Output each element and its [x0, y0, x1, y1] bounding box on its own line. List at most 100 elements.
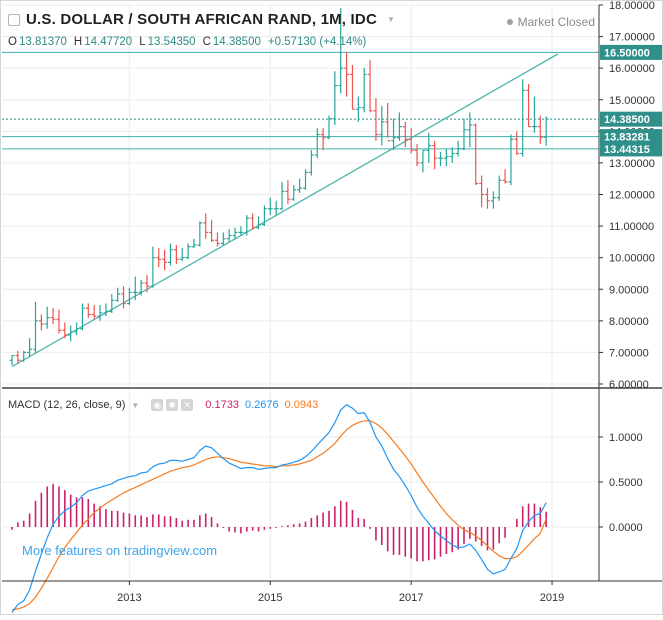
- ohlc-bar-2017-03: [421, 150, 426, 172]
- ohlc-bar-2018-10: [532, 97, 537, 133]
- price-tick-6.00000: 6.00000: [609, 379, 649, 391]
- svg-text:16.50000: 16.50000: [604, 47, 650, 59]
- svg-text:13.44315: 13.44315: [604, 144, 650, 156]
- eye-icon[interactable]: ◉: [151, 399, 163, 411]
- price-tick-16.00000: 16.00000: [609, 63, 655, 75]
- price-tick-7.00000: 7.00000: [609, 347, 649, 359]
- time-tick-2015: 2015: [258, 592, 282, 604]
- ohlc-bar-2015-02: [274, 201, 279, 215]
- price-tick-10.00000: 10.00000: [609, 253, 655, 265]
- ohlc-bar-2011-11: [45, 307, 50, 329]
- open-label: O: [8, 36, 17, 48]
- close-label: C: [203, 36, 211, 48]
- ohlc-bar-2014-06: [227, 229, 232, 242]
- ohlc-bar-2015-12: [332, 71, 337, 125]
- status-dot-icon: [507, 19, 513, 25]
- ohlc-bar-2015-03: [280, 182, 285, 210]
- tradingview-watermark[interactable]: More features on tradingview.com: [22, 543, 217, 558]
- gear-icon[interactable]: ✱: [166, 399, 178, 411]
- ohlc-bar-2017-12: [473, 123, 478, 185]
- macd-legend: MACD (12, 26, close, 9) ▼ ◉ ✱ ✕ 0.1733 0…: [8, 399, 318, 411]
- ohlc-bar-2014-11: [256, 217, 261, 230]
- time-tick-2017: 2017: [399, 592, 423, 604]
- price-tick-17.00000: 17.00000: [609, 32, 655, 44]
- ohlc-bar-2011-10: [39, 315, 44, 331]
- chevron-down-icon[interactable]: ▼: [387, 15, 395, 24]
- low-label: L: [139, 36, 145, 48]
- ohlc-bar-2012-11: [115, 288, 120, 302]
- ohlc-bar-2018-06: [509, 134, 514, 185]
- ohlc-bar-2017-08: [450, 147, 455, 163]
- close-icon[interactable]: ✕: [181, 399, 193, 411]
- ohlc-bar-2016-05: [362, 68, 367, 112]
- ohlc-bar-2018-07: [514, 131, 519, 155]
- market-status: Market Closed: [507, 15, 595, 29]
- open-value: 13.81370: [19, 36, 67, 48]
- ohlc-bar-2014-03: [209, 220, 214, 242]
- ohlc-bar-2014-04: [215, 232, 220, 246]
- time-axis: 2013 2015 2017 2019: [117, 581, 564, 604]
- ohlc-bar-2015-01: [268, 198, 273, 215]
- candles: [10, 8, 549, 365]
- ohlc-bar-2013-12: [192, 239, 197, 248]
- ohlc-bar-2018-02: [485, 188, 490, 209]
- price-tick-11.00000: 11.00000: [609, 221, 654, 233]
- time-tick-2013: 2013: [117, 592, 141, 604]
- symbol-header: U.S. DOLLAR / SOUTH AFRICAN RAND, 1M, ID…: [8, 11, 395, 28]
- market-status-text: Market Closed: [518, 15, 595, 29]
- ohlc-bar-2013-08: [168, 243, 173, 265]
- ohlc-bar-2013-09: [174, 245, 179, 264]
- price-label-14.38500: 14.38500: [600, 112, 662, 127]
- ohlc-bar-2018-09: [526, 84, 531, 127]
- ohlc-bar-2011-09: [33, 302, 38, 353]
- ohlc-bar-2013-05: [150, 247, 155, 288]
- price-axis: 6.00000 7.00000 8.00000 9.00000 10.00000 11.0…: [599, 0, 655, 534]
- ohlc-bar-2018-05: [503, 169, 508, 183]
- ohlc-bar-2015-05: [291, 185, 296, 201]
- time-tick-2019: 2019: [540, 592, 564, 604]
- ohlc-bar-2017-01: [409, 128, 414, 153]
- macd-histogram-value: 0.1733: [205, 399, 239, 411]
- chart-title[interactable]: U.S. DOLLAR / SOUTH AFRICAN RAND, 1M, ID…: [26, 11, 377, 28]
- ohlc-bar-2017-10: [462, 119, 467, 151]
- ohlc-bar-2017-07: [444, 149, 449, 166]
- price-tick-8.00000: 8.00000: [609, 316, 649, 328]
- ohlc-bar-2018-01: [479, 176, 484, 208]
- ohlc-bar-2014-07: [233, 228, 238, 239]
- price-tick-15.00000: 15.00000: [609, 95, 655, 107]
- ohlc-bar-2012-01: [57, 310, 62, 334]
- macd-tick-1.0000: 1.0000: [609, 432, 643, 444]
- grid-lines: [2, 5, 599, 581]
- ohlc-bar-2016-08: [379, 106, 384, 145]
- ohlc-bar-2012-07: [92, 305, 97, 319]
- ohlc-bar-2012-08: [98, 305, 103, 321]
- ohlc-bar-2015-07: [303, 169, 308, 190]
- close-value: 14.38500: [213, 36, 261, 48]
- ohlc-bar-2016-09: [385, 103, 390, 141]
- ohlc-bar-2017-04: [426, 133, 431, 163]
- ohlc-bar-2014-10: [250, 213, 255, 229]
- ohlc-bar-2012-04: [74, 322, 79, 335]
- price-label-13.44315: 13.44315: [600, 141, 662, 156]
- macd-signal-value: 0.0943: [285, 399, 319, 411]
- macd-controls: ◉ ✱ ✕: [151, 399, 193, 411]
- ohlc-bar-2015-04: [285, 180, 290, 204]
- ohlc-bar-2017-06: [438, 152, 443, 166]
- macd-title[interactable]: MACD (12, 26, close, 9): [8, 399, 125, 411]
- price-tick-9.00000: 9.00000: [609, 284, 649, 296]
- trendline-layer: [12, 54, 558, 367]
- ohlc-bar-2011-05: [10, 356, 15, 365]
- macd-line-value: 0.2676: [245, 399, 279, 411]
- chevron-down-icon[interactable]: ▼: [131, 401, 139, 410]
- ohlc-bar-2012-06: [86, 303, 91, 317]
- high-value: 14.47720: [84, 36, 132, 48]
- ohlc-bar-2015-09: [315, 128, 320, 158]
- ohlc-bar-2014-09: [244, 215, 249, 236]
- price-lines: [2, 52, 599, 149]
- collapse-icon[interactable]: [8, 14, 20, 26]
- ohlc-bar-2016-02: [344, 52, 349, 96]
- price-tick-12.00000: 12.00000: [609, 190, 655, 202]
